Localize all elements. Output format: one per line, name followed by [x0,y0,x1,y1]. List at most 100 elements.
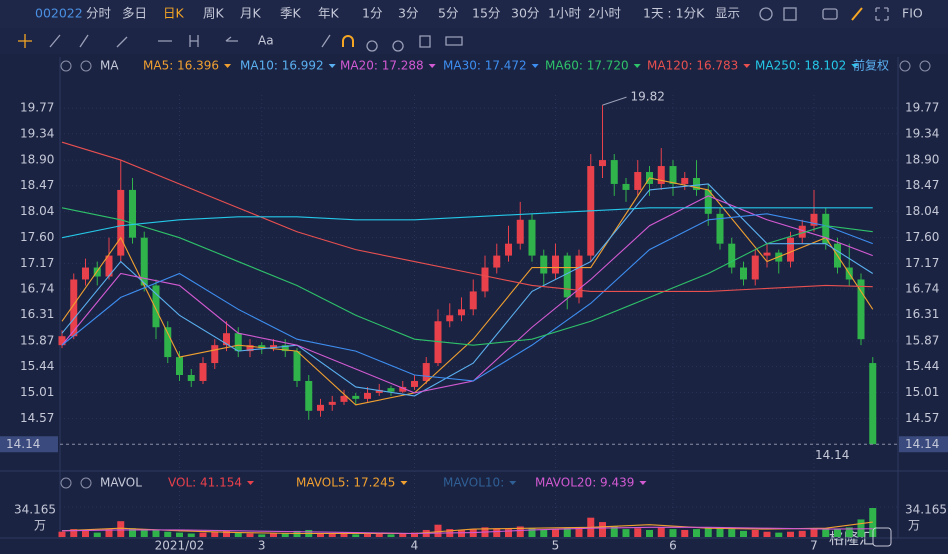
legend-entry: MA60: 17.720 [545,59,629,73]
period-select[interactable]: 1天 : 1分K [643,6,705,21]
volume-bar [105,529,113,537]
checkbox-icon[interactable] [783,7,797,21]
candle-body [375,389,383,393]
volume-unit: 万 [34,519,46,533]
legend-entry: MA5: 16.396 [143,59,219,73]
candle-body [446,315,454,322]
tab[interactable]: 5分 [438,6,458,21]
volume-bar [93,532,101,537]
volume-bar [622,529,630,537]
volume-bar [434,524,442,537]
volume-bar [599,522,606,537]
y-tick-label: 19.34 [20,126,54,140]
candle-body [317,404,324,411]
x-tick-label: 3 [258,539,266,553]
dropdown-arrow [400,481,408,485]
candle-body [693,177,700,190]
adjust-mode: 前复权 [853,58,889,73]
dropdown-arrow [851,64,859,68]
tab[interactable]: 3分 [398,6,418,21]
candle-body [117,189,125,256]
panel-icon [60,477,72,489]
candle-body [493,255,501,268]
watermark-logo [872,527,892,547]
volume-legend-entry: MAVOL5: 17.245 [296,476,395,490]
dropdown-arrow [509,481,517,485]
expand-icon[interactable] [875,7,889,21]
candle-body [481,267,489,292]
volume-bar [317,533,324,537]
volume-tick-label-right: 34.165 [905,503,947,517]
tab[interactable]: 月K [240,6,262,21]
candle-body [552,255,559,274]
candle-body [540,255,548,274]
tab[interactable]: 多日 [122,6,147,21]
stock-code[interactable]: 002022 [35,6,83,21]
draw-icon[interactable] [851,7,863,21]
candle-body [70,279,78,337]
panel-icon [60,60,72,72]
last-price-label-right: 14.14 [905,437,939,451]
x-tick-label: 2021/02 [155,539,205,553]
tab[interactable]: 分时 [86,6,112,21]
volume-tick-label: 34.165 [14,503,56,517]
drawing-tools[interactable] [49,34,463,52]
tab[interactable]: 1分 [362,6,382,21]
tab[interactable]: 1小时 [548,6,581,21]
candle-body [751,255,759,280]
y-tick-label: 16.31 [20,307,54,321]
candle-body [328,401,336,405]
magnet-tool[interactable] [342,35,354,47]
candle-body [528,219,536,256]
volume-bar [540,529,548,537]
volume-bar [152,529,160,537]
tab[interactable]: 季K [280,6,302,21]
candle-body [211,345,219,364]
fio-button[interactable]: FIO [902,6,923,21]
volume-bar [552,529,559,537]
dropdown-arrow [246,481,254,485]
volume-bar [775,532,783,537]
tab[interactable]: 周K [203,6,225,21]
ma-line [61,177,874,406]
y-tick-label-right: 15.01 [905,385,939,399]
volume-bar [493,528,501,537]
candle-body [798,225,806,238]
y-tick-label: 17.17 [20,256,54,270]
volume-bar [704,527,712,537]
volume-bar [646,529,653,537]
dropdown-arrow [639,481,647,485]
panel-icon [899,60,911,72]
volume-bar [458,529,465,537]
ma-line [61,207,873,346]
ma-line [61,526,873,535]
tab-active[interactable]: 日K [163,6,185,21]
tab[interactable]: 30分 [511,6,539,21]
candle-body [223,333,230,346]
tab[interactable]: 15分 [472,6,500,21]
volume-bar [199,532,207,537]
candle-body [105,255,113,277]
text-tool[interactable]: Aa [258,34,274,48]
volume-bar [258,534,266,537]
tab[interactable]: 年K [318,6,340,21]
volume-bar [58,531,66,537]
display-menu[interactable]: 显示 [715,6,740,21]
tab[interactable]: 2小时 [588,6,621,21]
candle-body [187,375,195,381]
crosshair-tool[interactable] [18,34,32,48]
volume-bar [246,533,254,537]
camera-icon[interactable] [822,8,838,20]
settings-icon[interactable] [759,7,773,21]
y-tick-label-right: 14.57 [905,411,939,425]
candle-body [387,388,395,392]
candle-body [399,386,407,392]
volume-bar [187,533,195,537]
candle-body [258,345,266,349]
volume-bar [505,529,512,537]
volume-bar [657,527,665,537]
panel-icon [80,477,92,489]
volume-bar [211,531,219,537]
